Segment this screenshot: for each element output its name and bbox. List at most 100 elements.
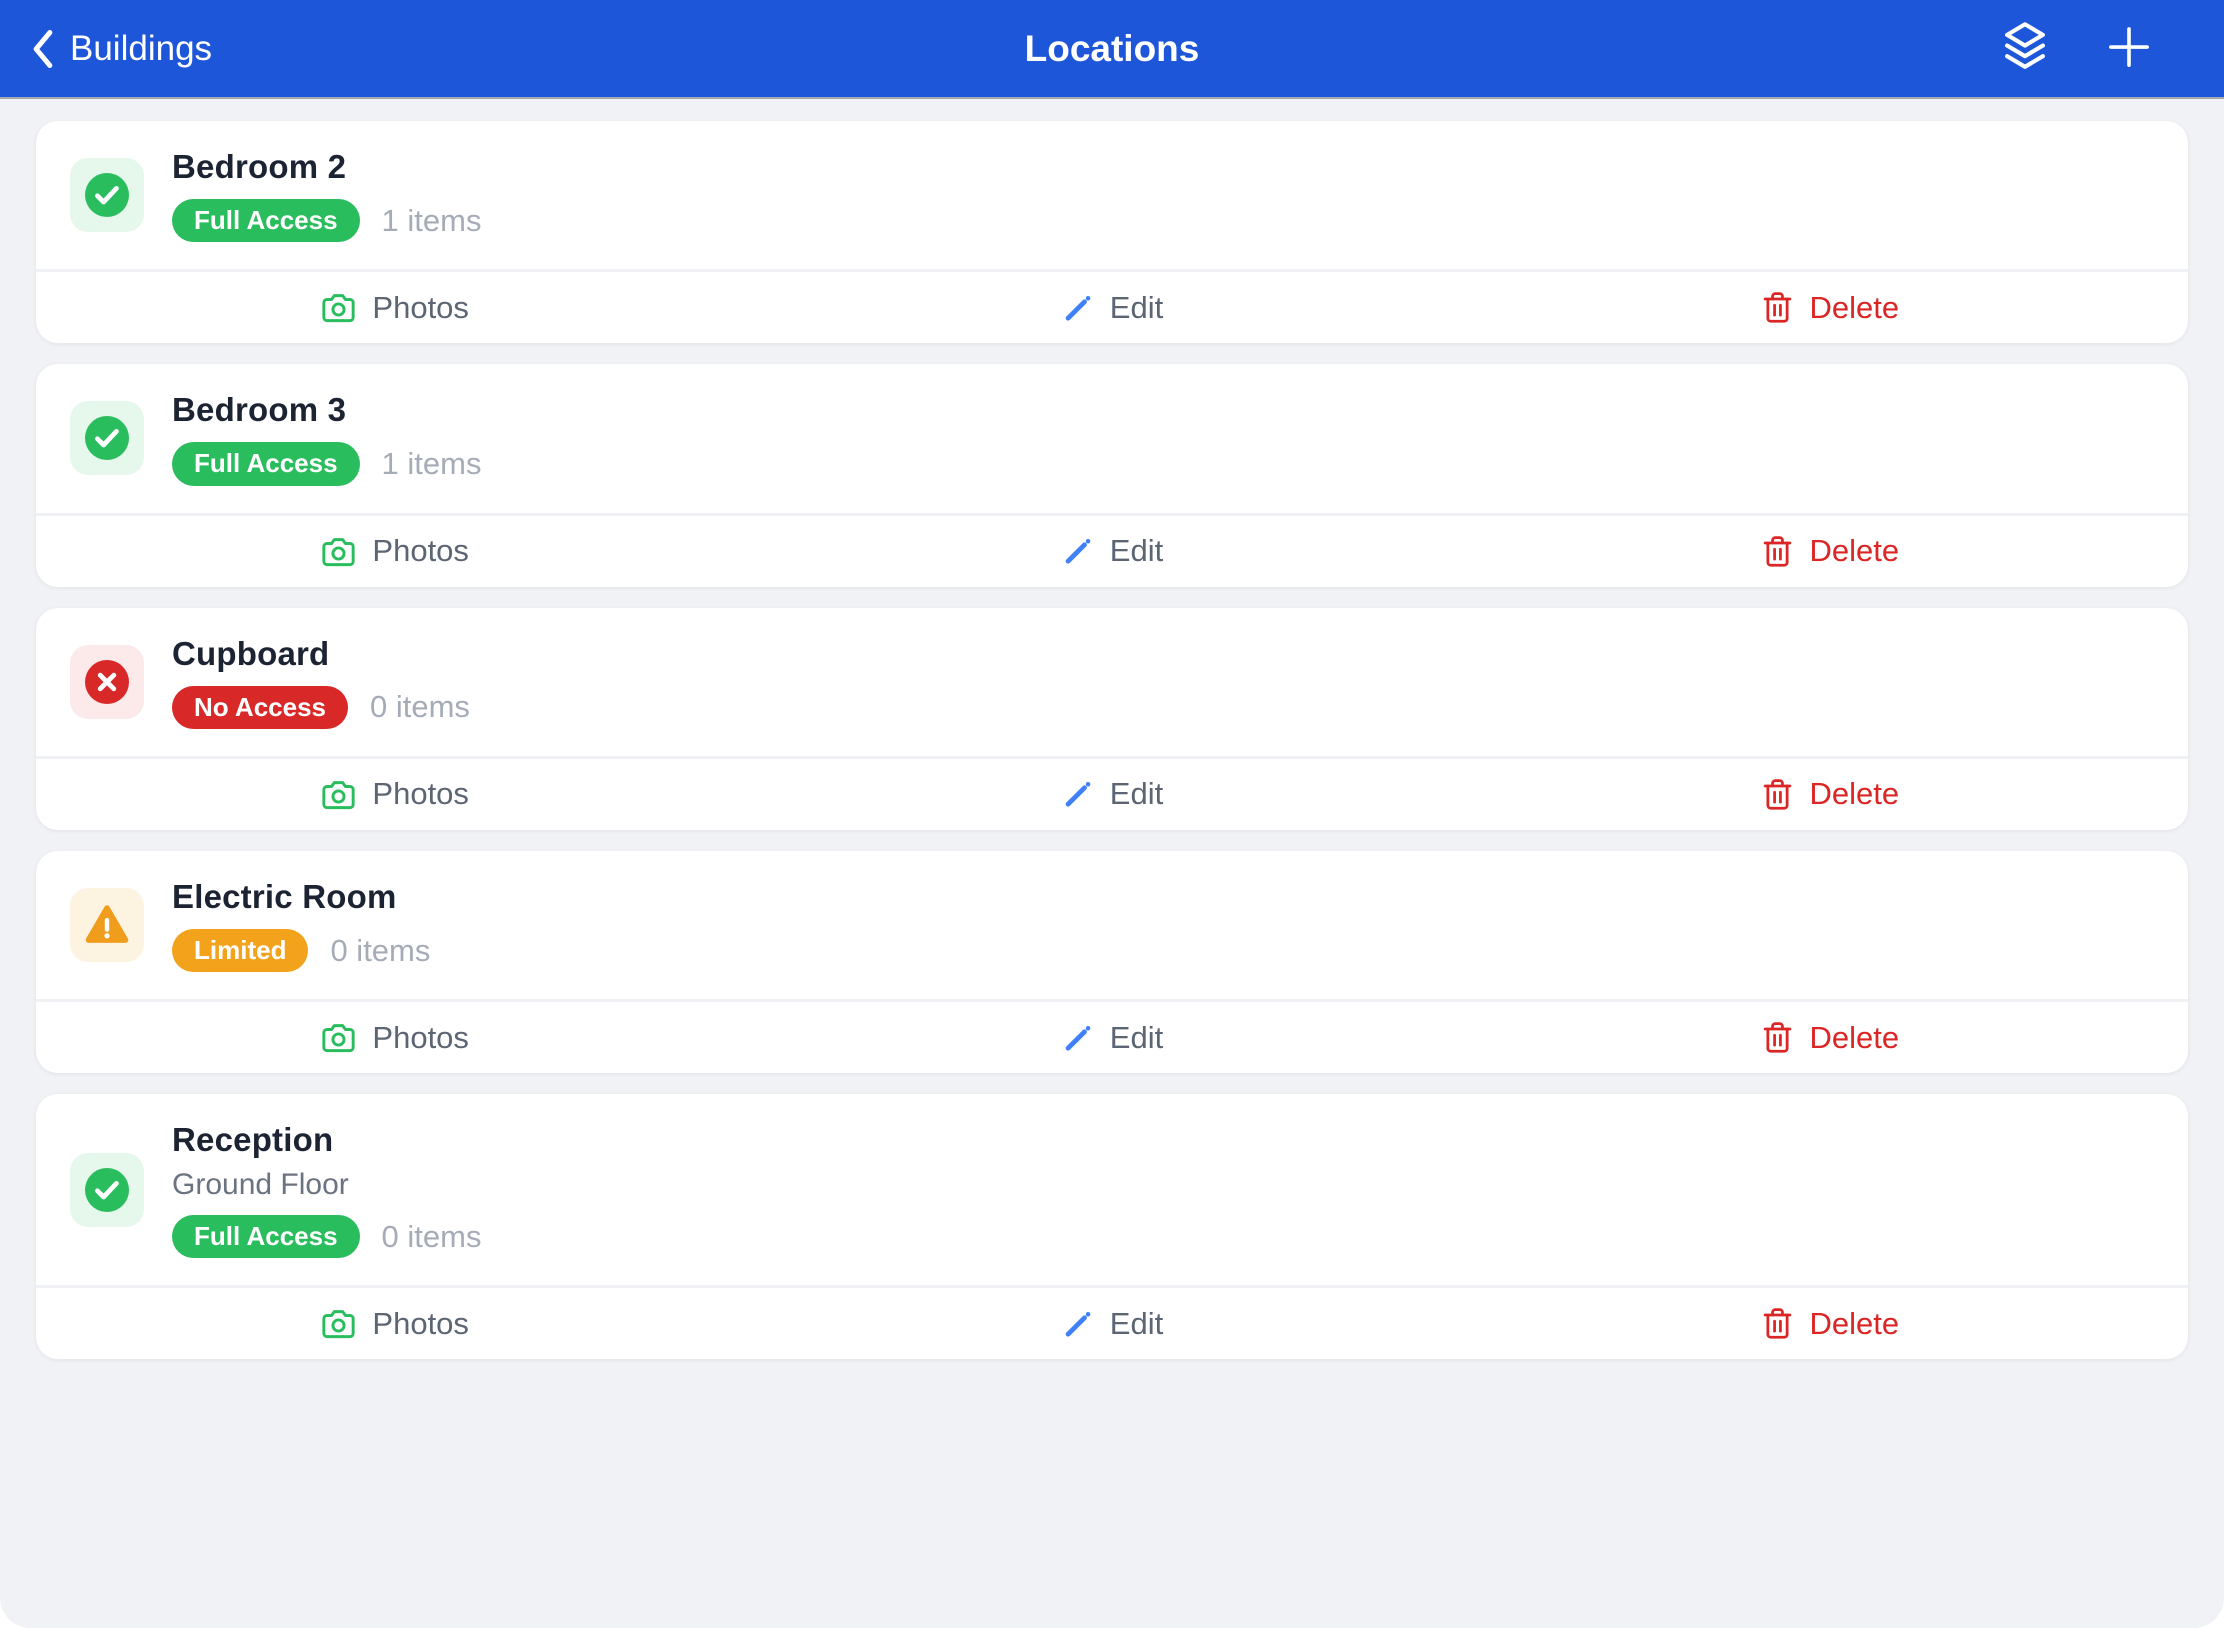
location-info: Electric Room Limited 0 items	[172, 877, 431, 973]
edit-label: Edit	[1109, 533, 1164, 569]
warning-triangle-icon	[84, 902, 130, 948]
badge-row: No Access 0 items	[172, 685, 470, 729]
pencil-icon	[1061, 1307, 1095, 1341]
x-circle-icon	[83, 658, 131, 706]
items-count: 0 items	[381, 1218, 482, 1254]
photos-button[interactable]: Photos	[36, 272, 753, 343]
locations-list: Bedroom 2 Full Access 1 items Photos	[0, 99, 2224, 1360]
photos-label: Photos	[372, 776, 469, 812]
location-card: Cupboard No Access 0 items Photos	[36, 607, 2188, 830]
trash-icon	[1760, 1306, 1795, 1341]
location-name: Electric Room	[172, 877, 397, 915]
back-label: Buildings	[70, 28, 213, 68]
delete-button[interactable]: Delete	[1471, 1002, 2188, 1073]
photos-button[interactable]: Photos	[36, 759, 753, 830]
items-count: 0 items	[330, 932, 431, 968]
pencil-icon	[1061, 1021, 1095, 1055]
delete-label: Delete	[1809, 289, 1900, 325]
pencil-icon	[1061, 534, 1095, 568]
location-summary[interactable]: Electric Room Limited 0 items	[36, 851, 2188, 999]
card-action-bar: Photos Edit	[36, 512, 2188, 587]
location-card: Bedroom 3 Full Access 1 items Photos	[36, 364, 2188, 587]
location-info: Reception Ground Floor Full Access 0 ite…	[172, 1121, 482, 1259]
navigation-bar: Buildings Locations	[0, 0, 2224, 99]
trash-icon	[1760, 534, 1795, 569]
add-location-button[interactable]	[2100, 18, 2158, 79]
location-info: Bedroom 2 Full Access 1 items	[172, 148, 482, 243]
trash-icon	[1760, 290, 1795, 325]
check-circle-icon	[83, 1166, 131, 1214]
photos-label: Photos	[372, 533, 469, 569]
check-circle-icon	[83, 414, 131, 462]
status-tile	[70, 401, 144, 476]
location-name: Bedroom 3	[172, 391, 347, 429]
location-card: Bedroom 2 Full Access 1 items Photos	[36, 121, 2188, 344]
photos-button[interactable]: Photos	[36, 516, 753, 587]
edit-button[interactable]: Edit	[753, 516, 1470, 587]
access-badge: Full Access	[172, 1215, 360, 1259]
status-tile	[70, 644, 144, 719]
location-summary[interactable]: Bedroom 3 Full Access 1 items	[36, 364, 2188, 512]
edit-label: Edit	[1109, 1305, 1164, 1341]
photos-label: Photos	[372, 1019, 469, 1055]
items-count: 0 items	[370, 689, 470, 725]
camera-icon	[320, 776, 357, 813]
photos-label: Photos	[372, 289, 469, 325]
card-action-bar: Photos Edit	[36, 269, 2188, 343]
edit-button[interactable]: Edit	[753, 272, 1470, 343]
items-count: 1 items	[381, 202, 482, 238]
status-tile	[70, 158, 144, 233]
edit-label: Edit	[1109, 289, 1164, 325]
delete-button[interactable]: Delete	[1471, 1288, 2188, 1359]
location-info: Bedroom 3 Full Access 1 items	[172, 391, 482, 486]
check-circle-icon	[83, 171, 131, 219]
back-chevron-icon	[26, 27, 60, 71]
location-summary[interactable]: Reception Ground Floor Full Access 0 ite…	[36, 1094, 2188, 1285]
location-name: Bedroom 2	[172, 148, 347, 185]
badge-row: Limited 0 items	[172, 928, 431, 973]
delete-button[interactable]: Delete	[1471, 272, 2188, 343]
items-count: 1 items	[381, 445, 482, 481]
location-name: Cupboard	[172, 634, 330, 672]
delete-button[interactable]: Delete	[1471, 759, 2188, 830]
navbar-actions	[1996, 18, 2224, 79]
edit-button[interactable]: Edit	[753, 759, 1470, 830]
plus-icon	[2100, 18, 2158, 79]
photos-button[interactable]: Photos	[36, 1288, 753, 1359]
location-summary[interactable]: Bedroom 2 Full Access 1 items	[36, 121, 2188, 269]
pencil-icon	[1061, 291, 1095, 325]
location-name: Reception	[172, 1121, 334, 1159]
delete-label: Delete	[1809, 1019, 1900, 1055]
edit-button[interactable]: Edit	[753, 1288, 1470, 1359]
layers-icon	[1996, 18, 2054, 79]
photos-label: Photos	[372, 1305, 469, 1341]
photos-button[interactable]: Photos	[36, 1002, 753, 1073]
location-summary[interactable]: Cupboard No Access 0 items	[36, 608, 2188, 756]
pencil-icon	[1061, 777, 1095, 811]
delete-label: Delete	[1809, 1305, 1900, 1341]
badge-row: Full Access 1 items	[172, 442, 482, 486]
camera-icon	[320, 289, 357, 326]
camera-icon	[320, 1305, 357, 1342]
card-action-bar: Photos Edit	[36, 1285, 2188, 1359]
location-card: Reception Ground Floor Full Access 0 ite…	[36, 1094, 2188, 1360]
access-badge: Full Access	[172, 199, 360, 243]
edit-label: Edit	[1109, 776, 1164, 812]
edit-label: Edit	[1109, 1019, 1164, 1055]
back-button[interactable]: Buildings	[26, 27, 212, 71]
delete-label: Delete	[1809, 533, 1900, 569]
location-subtitle: Ground Floor	[172, 1168, 349, 1202]
trash-icon	[1760, 1020, 1795, 1055]
access-badge: No Access	[172, 685, 348, 729]
camera-icon	[320, 533, 357, 570]
location-info: Cupboard No Access 0 items	[172, 635, 470, 729]
delete-label: Delete	[1809, 776, 1900, 812]
edit-button[interactable]: Edit	[753, 1002, 1470, 1073]
badge-row: Full Access 1 items	[172, 199, 482, 243]
status-tile	[70, 888, 144, 963]
access-badge: Full Access	[172, 442, 360, 486]
layers-button[interactable]	[1996, 18, 2054, 79]
status-tile	[70, 1152, 144, 1227]
delete-button[interactable]: Delete	[1471, 516, 2188, 587]
